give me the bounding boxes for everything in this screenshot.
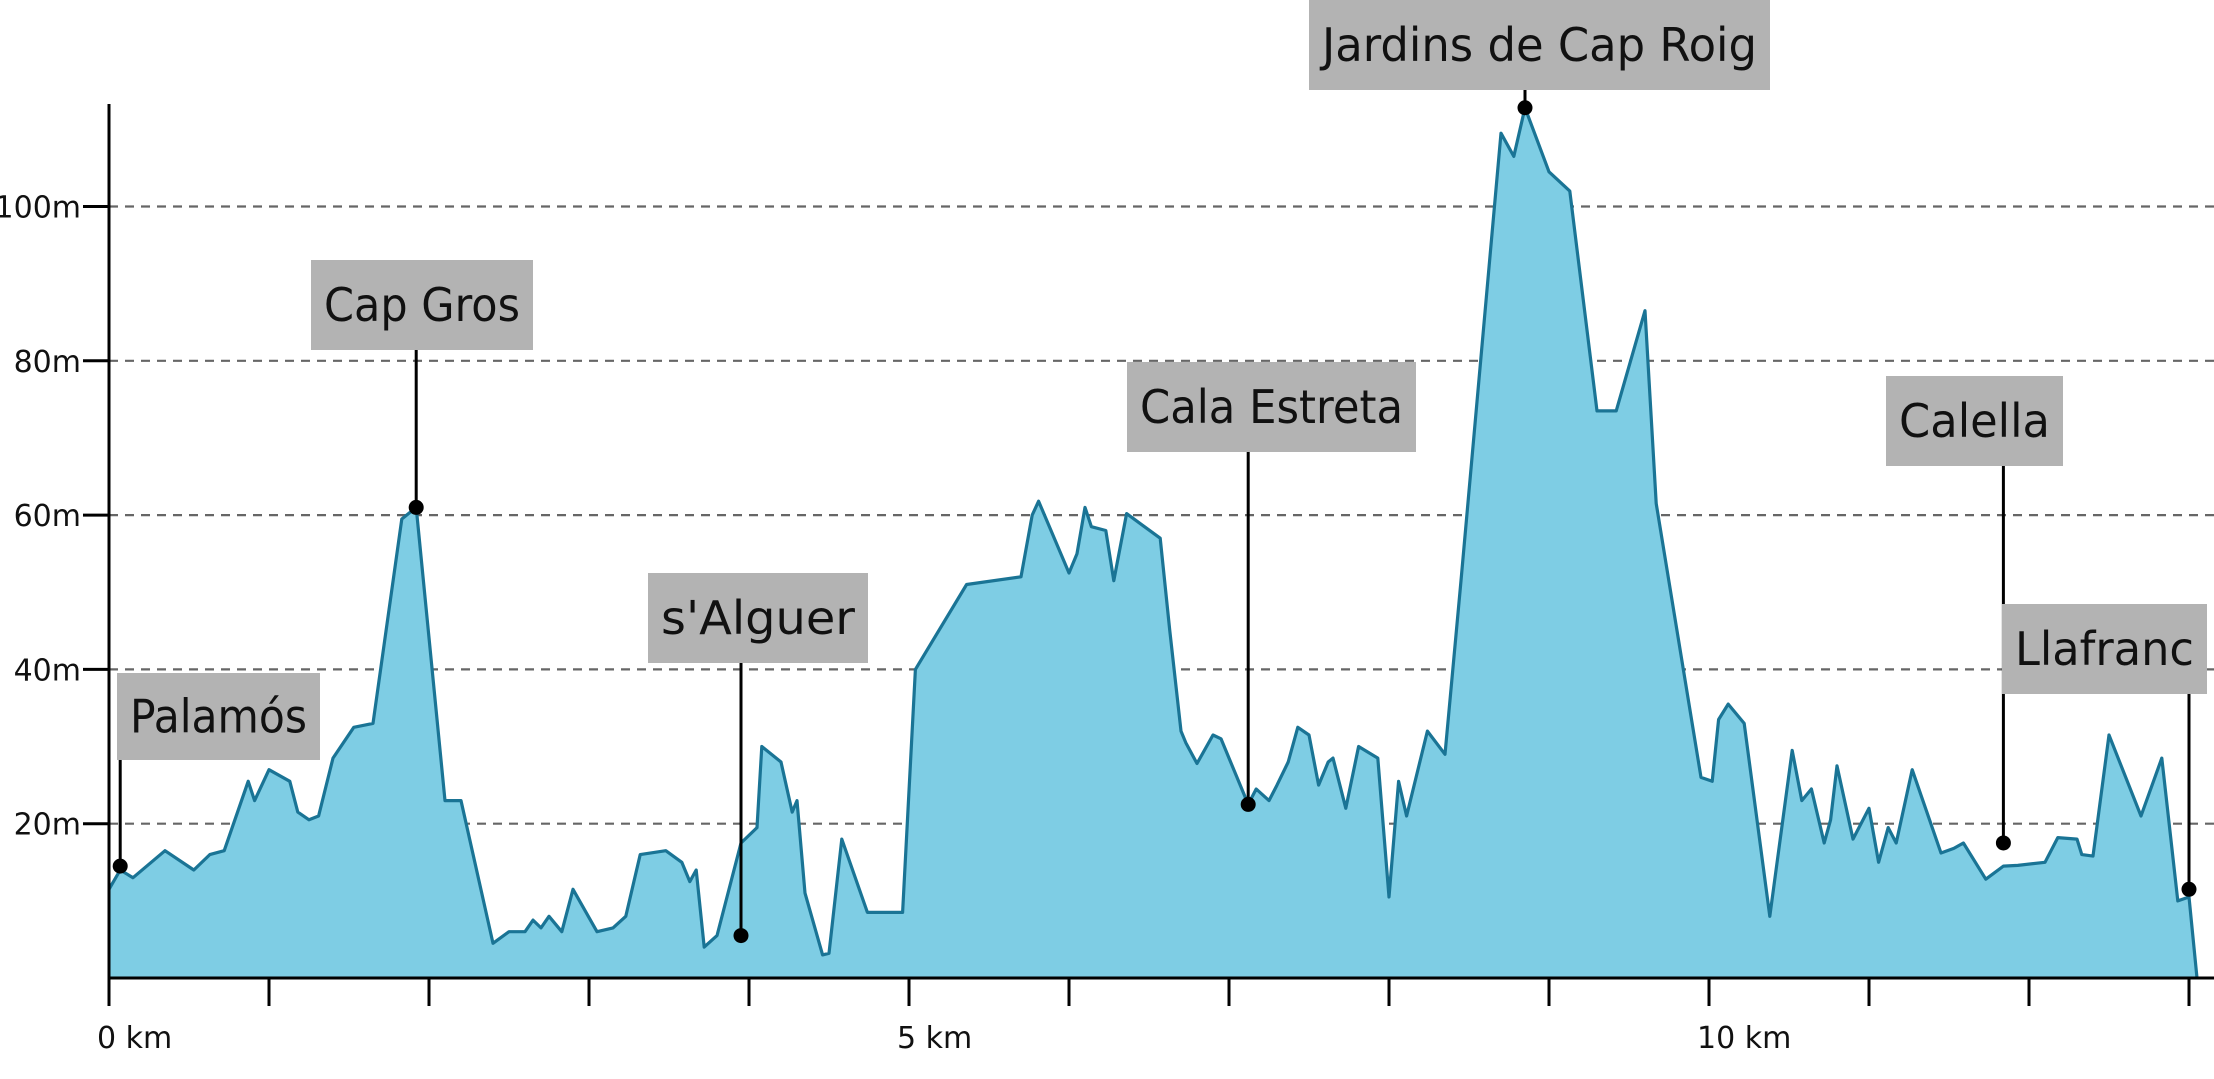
y-tick-label: 60m [14, 499, 81, 534]
x-tick-label: 5 km [897, 1021, 972, 1056]
x-tick-label: 10 km [1697, 1021, 1791, 1056]
callout-marker-dot [733, 928, 749, 944]
callout-llafranc: Llafranc [2002, 604, 2207, 897]
x-tick-label: 0 km [97, 1021, 172, 1056]
callout-cala-estreta: Cala Estreta [1127, 362, 1416, 812]
callout-jardins-de-cap-roig: Jardins de Cap Roig [1309, 0, 1770, 116]
callout-label: Jardins de Cap Roig [1319, 18, 1757, 72]
callout-marker-dot [112, 858, 128, 874]
axes: 20m 40m 60m 80m 100m 0 km 5 km 10 km [0, 104, 2214, 1056]
callout-box [311, 260, 533, 350]
callout-label: Palamós [130, 690, 307, 744]
elevation-fill [109, 107, 2197, 978]
callout-label: Cala Estreta [1140, 380, 1403, 434]
callout-box [1886, 376, 2063, 466]
callout-label: Cap Gros [324, 278, 520, 332]
callout-box [1309, 0, 1770, 90]
callout-box [648, 573, 868, 663]
elevation-area [107, 106, 2199, 979]
callout-palam-s: Palamós [112, 673, 320, 874]
y-tick-label: 100m [0, 191, 81, 226]
callout-cap-gros: Cap Gros [311, 260, 533, 515]
elevation-line [107, 106, 2199, 979]
y-tick-label: 40m [14, 653, 81, 688]
callout-marker-dot [408, 499, 424, 515]
y-tick-label: 20m [14, 808, 81, 843]
callout-label: Llafranc [2015, 622, 2194, 676]
callout-box [117, 673, 320, 760]
callout-label: s'Alguer [661, 591, 855, 645]
y-tick-label: 80m [14, 345, 81, 380]
callout-box [1127, 362, 1416, 452]
callout-calella: Calella [1886, 376, 2063, 851]
callout-marker-dot [1995, 835, 2011, 851]
location-callouts: Palamós Cap Gros s'Alguer Cala Estreta Jardi… [112, 0, 2207, 944]
callout-box [2002, 604, 2207, 694]
callout-s-alguer: s'Alguer [648, 573, 868, 944]
callout-label: Calella [1899, 394, 2050, 448]
callout-marker-dot [2181, 881, 2197, 897]
callout-marker-dot [1517, 100, 1533, 116]
callout-marker-dot [1240, 796, 1256, 812]
